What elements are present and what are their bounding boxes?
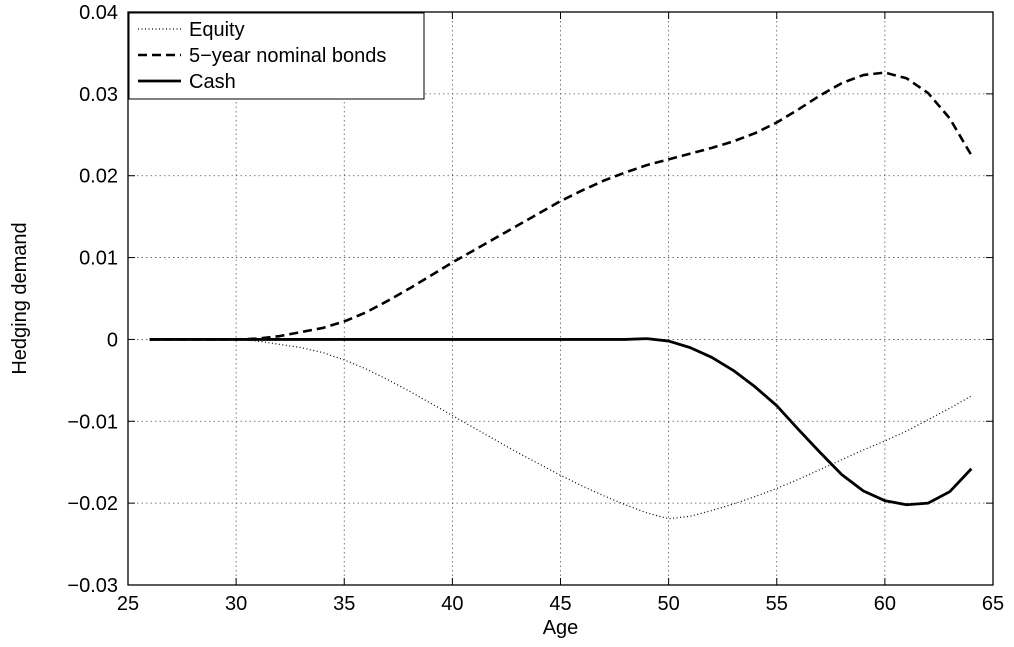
y-axis-label: Hedging demand xyxy=(9,222,31,374)
y-tick-label: −0.01 xyxy=(67,411,118,433)
y-tick-label: 0.02 xyxy=(79,166,118,188)
legend: Equity 5−year nominal bonds Cash xyxy=(128,12,425,100)
x-tick-label: 65 xyxy=(982,593,1004,615)
x-tick-label: 60 xyxy=(874,593,896,615)
legend-box xyxy=(128,12,425,100)
series-line-cash xyxy=(149,337,973,507)
y-tick-label: 0 xyxy=(107,329,118,351)
x-tick-label: 25 xyxy=(117,593,139,615)
axis-ticks: 25 30 35 40 45 50 55 60 65 −0.03 −0.02 −0.01 0 0.01 0.… xyxy=(67,2,1004,615)
y-tick-label: 0.01 xyxy=(79,248,118,270)
y-tick-label: −0.02 xyxy=(67,493,118,515)
x-tick-label: 35 xyxy=(333,593,355,615)
x-tick-label: 40 xyxy=(441,593,463,615)
x-tick-label: 45 xyxy=(549,593,571,615)
legend-label-bonds: 5−year nominal bonds xyxy=(189,45,386,67)
y-tick-label: −0.03 xyxy=(67,575,118,597)
series-line-equity xyxy=(149,338,972,520)
series-lines xyxy=(149,71,973,520)
x-tick-label: 50 xyxy=(658,593,680,615)
y-tick-label: 0.04 xyxy=(79,2,118,24)
y-tick-label: 0.03 xyxy=(79,84,118,106)
legend-label-equity: Equity xyxy=(189,19,245,41)
x-tick-label: 30 xyxy=(225,593,247,615)
x-axis-label: Age xyxy=(543,617,579,639)
x-tick-label: 55 xyxy=(766,593,788,615)
legend-label-cash: Cash xyxy=(189,71,236,93)
series-line-bonds xyxy=(149,71,973,341)
